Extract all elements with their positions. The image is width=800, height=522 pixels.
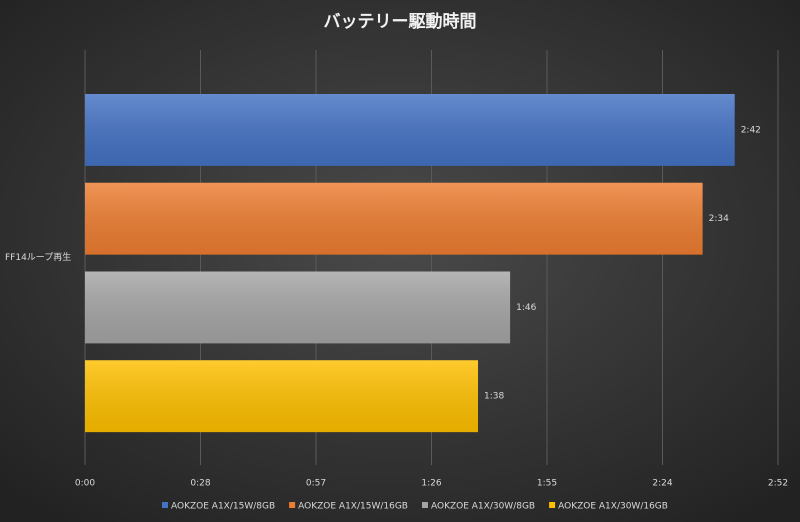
bar-shade	[85, 360, 479, 433]
legend-swatch	[289, 502, 296, 508]
y-tick-label: FF14ループ再生	[5, 251, 71, 263]
legend-label: AOKZOE A1X/30W/16GB	[558, 502, 668, 512]
bar-shade	[85, 271, 511, 344]
legend-label: AOKZOE A1X/30W/8GB	[431, 502, 535, 512]
x-tick-label: 0:57	[306, 479, 326, 489]
x-tick-label: 0:28	[190, 479, 210, 489]
bar-shade	[85, 182, 703, 255]
legend-swatch	[549, 502, 556, 508]
x-tick-label: 1:26	[421, 479, 441, 489]
x-tick-label: 2:24	[652, 479, 672, 489]
chart-title: バッテリー駆動時間	[324, 11, 477, 32]
data-label: 1:38	[484, 392, 504, 402]
x-tick-label: 1:55	[537, 479, 557, 489]
bar-shade	[85, 94, 735, 166]
x-tick-label: 0:00	[75, 479, 95, 489]
data-label: 1:46	[516, 303, 536, 313]
legend-swatch	[421, 502, 428, 508]
legend-label: AOKZOE A1X/15W/16GB	[298, 502, 408, 512]
legend-label: AOKZOE A1X/15W/8GB	[171, 502, 275, 512]
data-label: 2:42	[741, 125, 761, 135]
x-tick-label: 2:52	[768, 479, 788, 489]
legend-swatch	[162, 502, 168, 508]
data-label: 2:34	[709, 214, 729, 224]
